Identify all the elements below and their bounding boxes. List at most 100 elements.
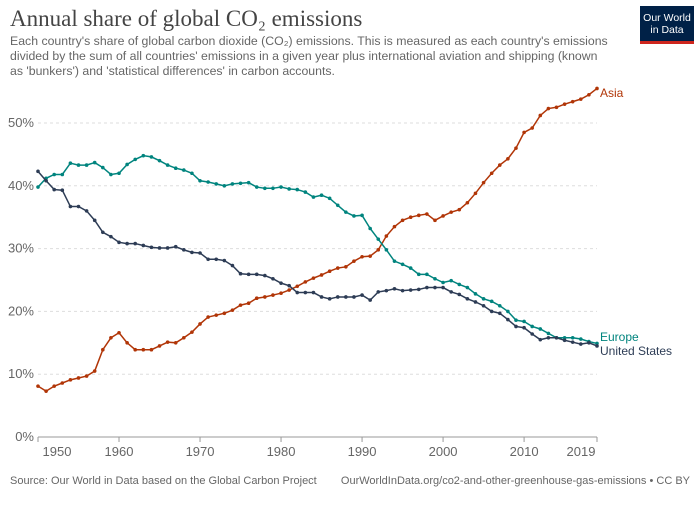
data-point [457,282,462,287]
data-point [587,341,591,345]
data-point [578,342,583,346]
data-point [287,288,291,292]
data-point [433,285,437,290]
data-point [173,244,178,249]
data-point [530,126,534,130]
data-point [190,330,194,334]
data-point [595,341,599,346]
data-point [311,195,316,199]
data-point [335,266,340,270]
data-point [368,254,372,258]
data-point [149,155,154,159]
data-point [303,290,308,295]
data-point [295,284,300,289]
data-point [303,190,308,194]
data-point [287,187,291,191]
data-point [198,178,202,183]
data-point [36,384,40,388]
data-point [408,288,413,292]
data-point [68,161,73,165]
data-point [473,300,478,304]
data-point [117,330,121,335]
data-point [319,295,324,299]
data-point [68,378,73,382]
data-point [441,285,445,290]
source-note: Source: Our World in Data based on the G… [10,475,317,487]
data-point [36,169,40,174]
data-point [125,341,129,345]
data-point [497,311,502,316]
data-point [425,272,429,277]
data-point [263,273,267,278]
data-point [141,153,146,158]
data-point [344,295,348,299]
data-point [384,234,389,238]
data-point [433,218,437,223]
data-point [335,203,340,208]
data-point [230,263,235,268]
data-point [425,285,429,290]
data-point [101,165,105,170]
data-point [546,106,551,111]
data-point [157,158,162,163]
series-line [37,87,598,393]
data-point [117,171,121,176]
data-point [198,251,202,255]
data-point [587,92,591,97]
data-point [554,105,559,110]
data-point [149,347,154,352]
data-point [271,293,275,297]
data-point [497,303,502,308]
data-point [481,297,486,301]
data-point [165,340,170,344]
chart-title: Annual share of global CO₂ emissions [10,6,363,31]
y-tick-label: 20% [8,303,34,318]
data-point [457,292,462,297]
data-point [327,196,332,201]
data-point [238,271,243,276]
data-point [84,209,89,213]
data-point [222,184,227,188]
data-point [416,272,421,277]
data-point [101,347,105,352]
data-point [44,389,48,393]
x-tick-label: 1960 [105,444,134,459]
series-label: Asia [600,86,624,100]
data-point [578,337,583,341]
data-point [303,280,308,284]
x-tick-label: 1950 [43,444,72,459]
data-point [392,224,397,229]
data-point [433,276,437,281]
data-point [214,313,219,317]
data-point [206,315,210,319]
data-point [489,171,494,176]
source-link[interactable]: OurWorldInData.org/co2-and-other-greenho… [340,475,690,487]
data-point [92,369,97,373]
data-point [246,301,251,306]
data-point [133,241,138,246]
data-point [352,259,356,263]
data-point [352,295,356,299]
data-point [149,245,154,250]
data-point [190,171,194,176]
owid-logo[interactable]: Our World in Data [640,6,694,44]
series-europe: Europe [36,153,639,346]
data-point [489,309,494,314]
data-point [263,295,267,299]
data-point [254,185,259,189]
y-tick-label: 10% [8,366,34,381]
data-point [392,286,397,291]
data-point [319,193,324,198]
data-point [449,210,453,214]
data-point [522,319,526,324]
data-point [141,243,146,248]
data-point [562,102,567,106]
data-point [76,376,81,380]
data-point [157,344,162,348]
data-point [125,162,129,167]
data-point [530,332,534,336]
data-point [271,186,275,191]
data-point [125,241,129,246]
data-point [376,237,381,241]
